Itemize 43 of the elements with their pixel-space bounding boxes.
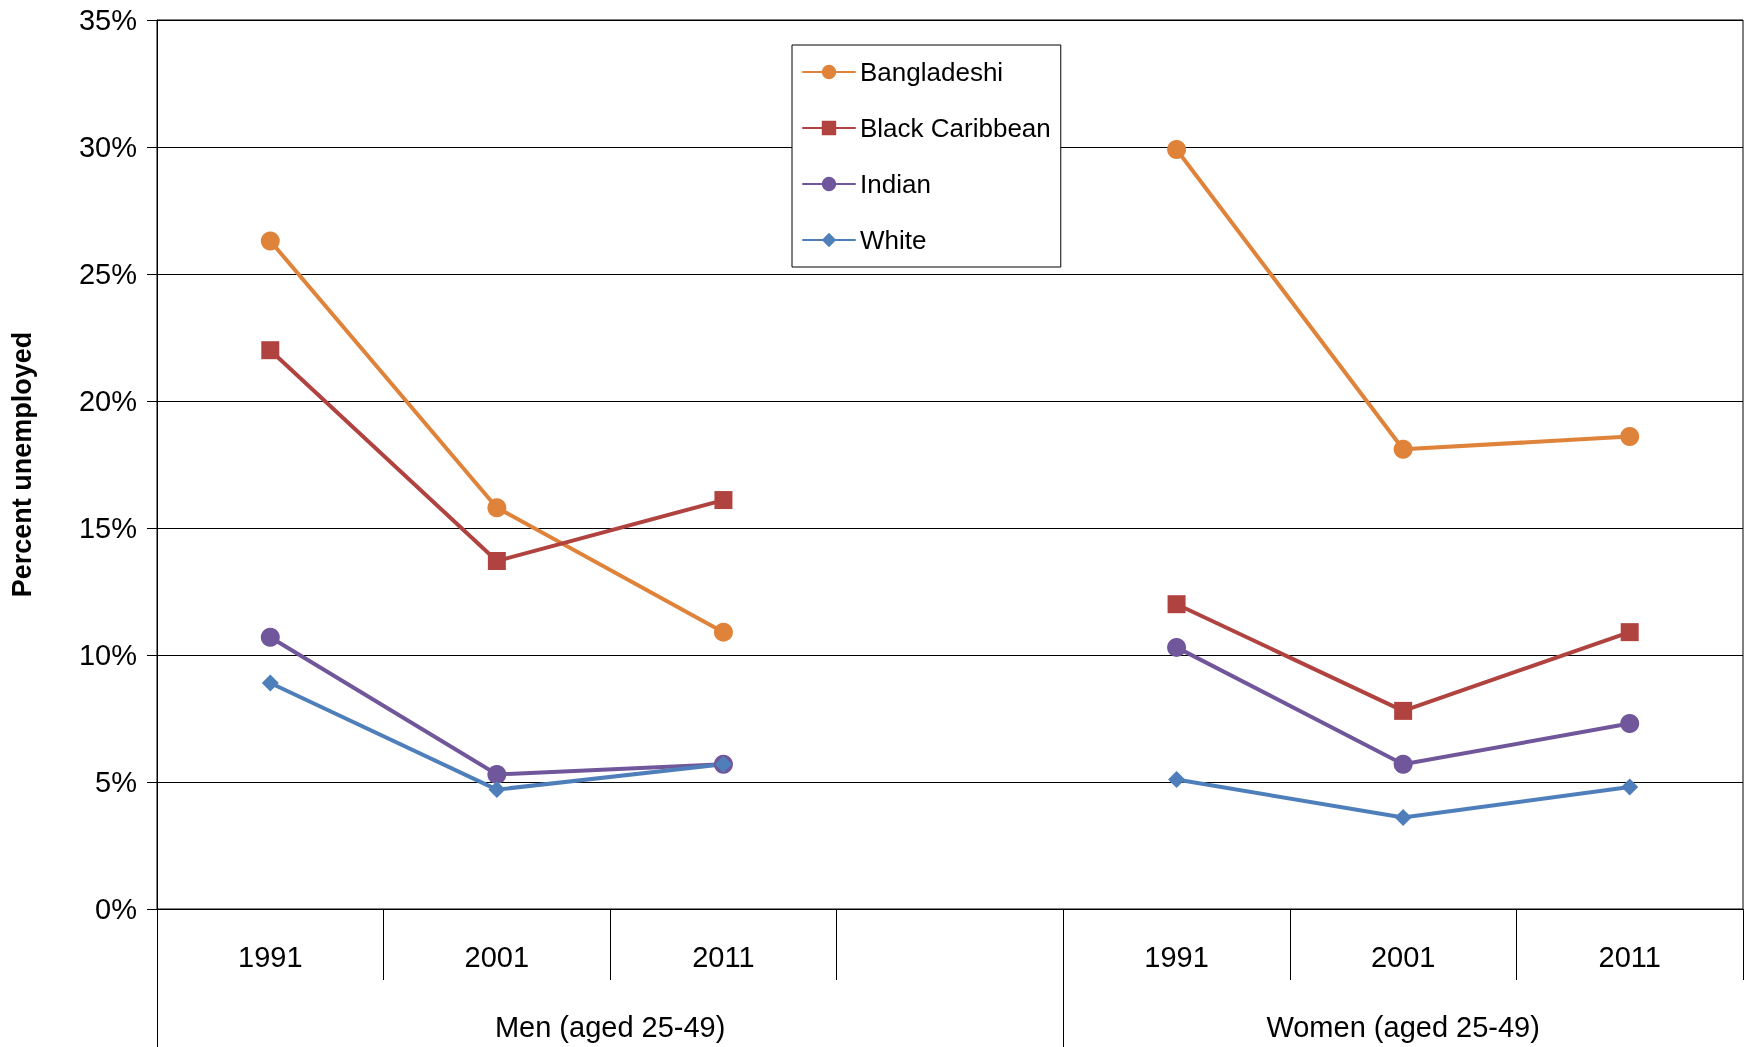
point (1394, 809, 1412, 827)
y-tick-label: 10% (78, 639, 137, 671)
point (261, 674, 279, 692)
y-tick-label: 20% (78, 385, 137, 417)
legend-label: Indian (860, 169, 931, 199)
x-tick-label: 2001 (1370, 940, 1436, 973)
x-tick-label: 1991 (238, 940, 303, 973)
point (1168, 770, 1186, 788)
point (260, 231, 280, 251)
y-tick-label: 0% (95, 893, 137, 925)
point (487, 764, 507, 784)
legend-label: White (860, 225, 927, 255)
y-tick-label: 35% (78, 4, 137, 36)
point (1621, 778, 1639, 796)
y-tick-label: 30% (78, 131, 137, 163)
point (713, 622, 733, 642)
x-tick-label: 1991 (1144, 940, 1209, 973)
point (1393, 754, 1413, 774)
point (1167, 637, 1187, 657)
point (487, 498, 507, 518)
point (1620, 427, 1640, 447)
x-tick-label: 2011 (1598, 940, 1661, 973)
text: Women (aged 25-49) (1266, 1010, 1540, 1043)
point (260, 627, 280, 647)
legend-label: Black Caribbean (860, 113, 1051, 143)
y-tick-label: 5% (95, 766, 137, 798)
point (488, 781, 506, 799)
point (1620, 623, 1639, 642)
y-tick-label: 15% (78, 512, 137, 544)
point (261, 341, 280, 360)
x-tick-label: 2011 (692, 940, 755, 973)
point (1167, 140, 1187, 160)
y-tick-label: 25% (78, 258, 137, 290)
point (714, 491, 733, 510)
point (1394, 701, 1413, 720)
point (1393, 439, 1413, 459)
point (1167, 595, 1186, 614)
y-axis-title: Percent unemployed (6, 331, 37, 598)
text: Men (aged 25-49) (494, 1010, 726, 1043)
point (487, 552, 506, 571)
legend-label: Bangladeshi (860, 57, 1004, 87)
x-tick-label: 2001 (464, 940, 530, 973)
point (1620, 714, 1640, 734)
